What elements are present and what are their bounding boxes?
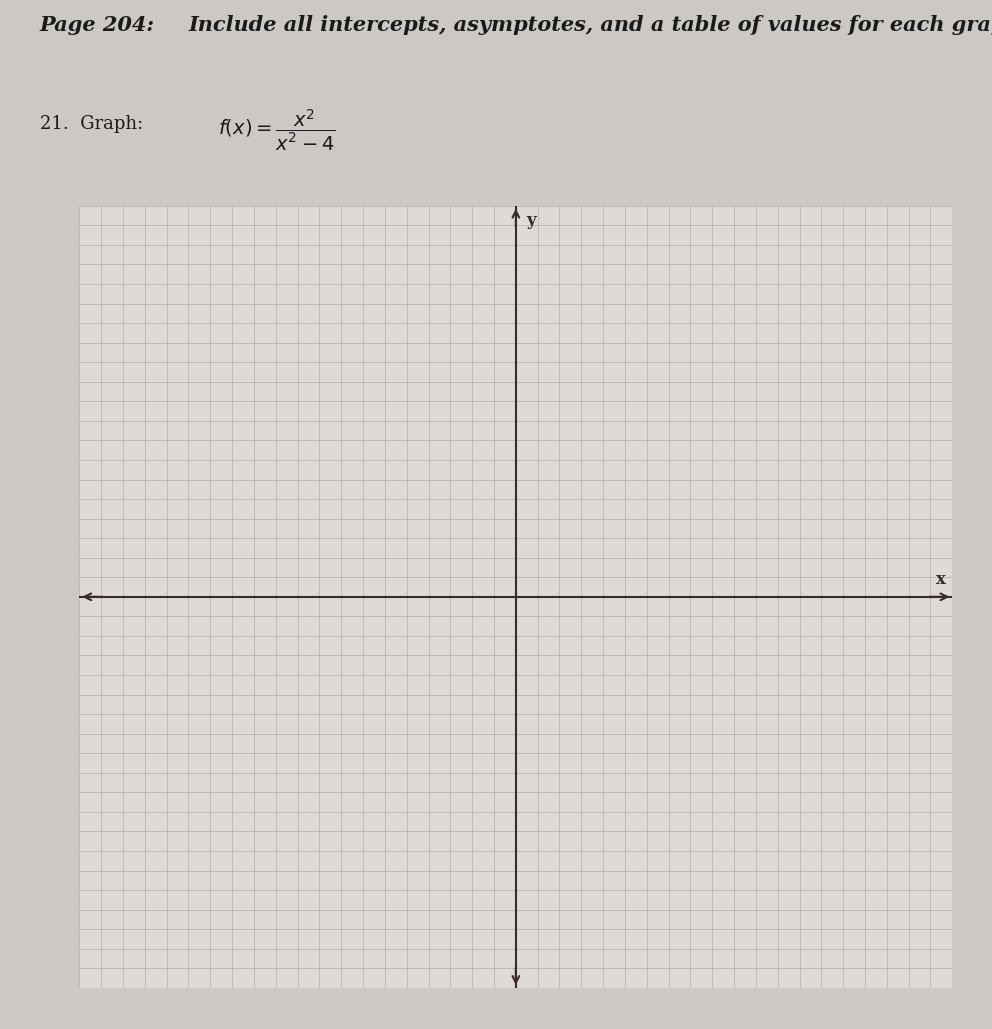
Text: 21.  Graph:: 21. Graph:: [40, 115, 143, 133]
Text: Include all intercepts, asymptotes, and a table of values for each graph.: Include all intercepts, asymptotes, and …: [188, 14, 992, 35]
Text: Page 204:: Page 204:: [40, 14, 155, 35]
Text: y: y: [527, 212, 536, 228]
Text: $f(x) = \dfrac{x^2}{x^2 - 4}$: $f(x) = \dfrac{x^2}{x^2 - 4}$: [218, 107, 336, 153]
Text: x: x: [935, 571, 945, 588]
